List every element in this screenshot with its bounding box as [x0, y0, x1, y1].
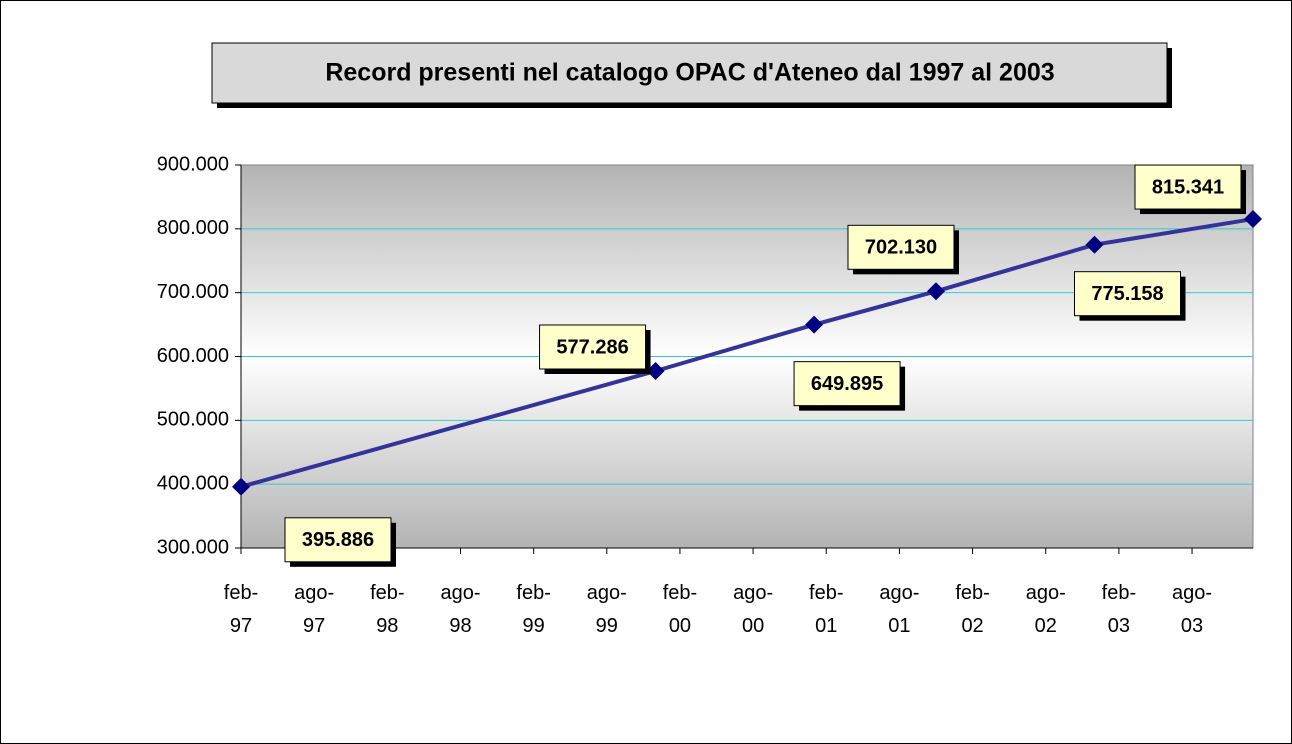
x-tick-label: ago-02	[1026, 582, 1066, 637]
y-tick-label: 400.000	[157, 472, 229, 494]
x-tick-label: ago-98	[440, 582, 480, 637]
x-tick-label: feb-00	[663, 582, 697, 637]
x-tick-label: feb-01	[809, 582, 843, 637]
x-tick-label: ago-03	[1172, 582, 1212, 637]
y-tick-label: 600.000	[157, 345, 229, 367]
x-tick-label: feb-02	[955, 582, 989, 637]
y-tick-label: 300.000	[157, 536, 229, 558]
data-point	[1244, 210, 1262, 229]
label-box	[284, 517, 392, 563]
label-box	[1134, 164, 1242, 210]
label-box	[847, 224, 955, 270]
data-label: 577.286	[556, 336, 628, 358]
data-point	[805, 315, 824, 334]
data-point	[232, 477, 250, 496]
y-tick-label: 700.000	[157, 281, 229, 303]
x-tick-label: ago-99	[587, 582, 627, 637]
x-tick-label: feb-97	[224, 582, 258, 637]
label-box	[539, 324, 647, 370]
y-tick-label: 500.000	[157, 409, 229, 431]
data-label: 395.886	[302, 529, 374, 551]
x-tick-label: feb-98	[370, 582, 404, 637]
data-point	[926, 282, 945, 301]
y-tick-label: 800.000	[157, 217, 229, 239]
chart-title: Record presenti nel catalogo OPAC d'Aten…	[325, 59, 1054, 87]
data-label: 702.130	[865, 237, 937, 259]
series-line	[240, 217, 1254, 489]
x-tick-label: feb-99	[516, 582, 550, 637]
data-point	[646, 361, 665, 380]
data-label: 775.158	[1091, 283, 1163, 305]
y-tick-label: 900.000	[157, 153, 229, 175]
x-tick-label: ago-00	[733, 582, 773, 637]
data-point	[1085, 235, 1104, 254]
x-tick-label: ago-97	[294, 582, 334, 637]
label-box	[1073, 271, 1181, 317]
x-tick-label: ago-01	[879, 582, 919, 637]
title-box	[211, 42, 1168, 104]
label-box	[793, 361, 901, 407]
data-label: 815.341	[1152, 176, 1224, 198]
x-tick-label: feb-03	[1102, 582, 1136, 637]
data-label: 649.895	[811, 373, 883, 395]
